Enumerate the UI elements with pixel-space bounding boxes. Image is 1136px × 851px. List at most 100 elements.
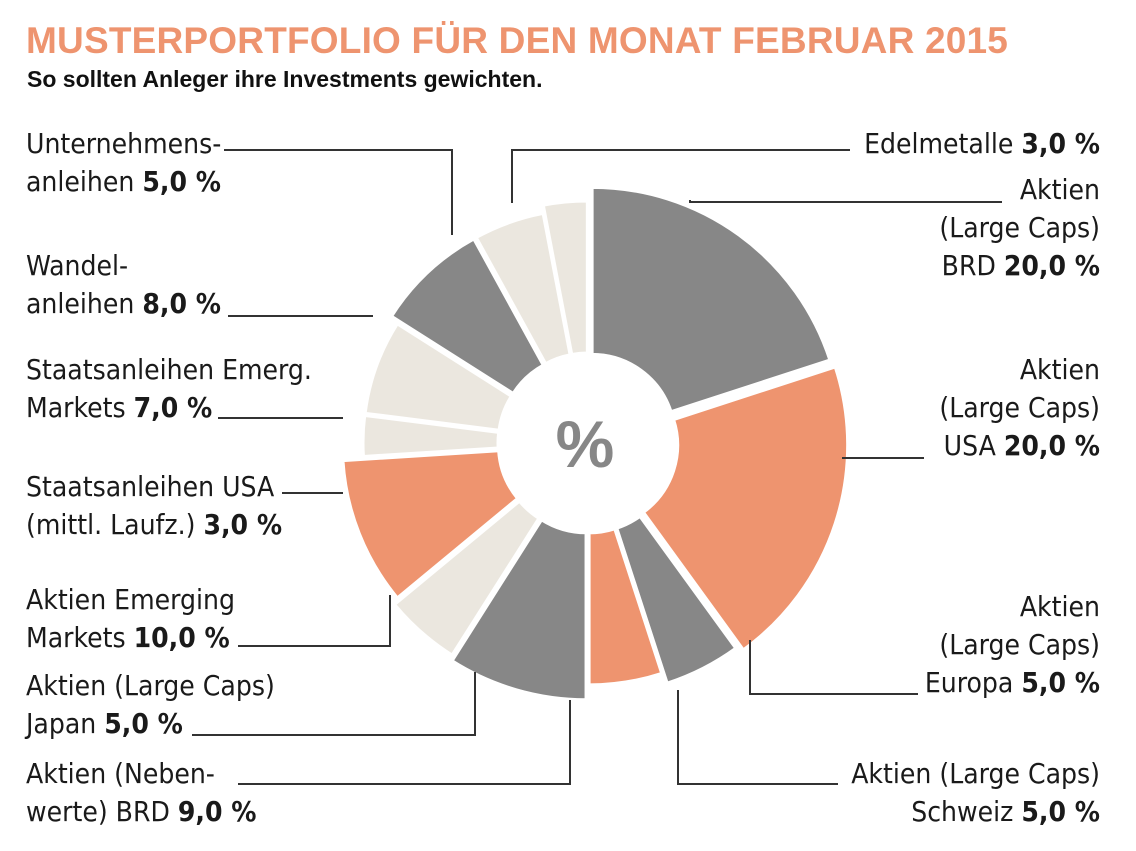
slice-value: 5,0 %	[104, 707, 183, 740]
slice-aktien-emerging-markets	[341, 449, 520, 601]
slice-label-text: Aktien Emerging	[26, 583, 235, 616]
slice-label-text: Markets	[26, 621, 126, 654]
slice-value: 9,0 %	[177, 795, 257, 828]
slice-label-text: anleihen	[26, 165, 135, 198]
slice-label-text: USA	[943, 429, 996, 462]
slice-label-text: Unternehmens-	[26, 127, 222, 160]
slice-label-line: werte) BRD 9,0 %	[26, 793, 256, 831]
leader-line	[238, 700, 571, 785]
slice-value: 8,0 %	[142, 287, 221, 320]
slice-label-line: Japan 5,0 %	[26, 705, 275, 743]
slice-label-text: Europa	[924, 666, 1014, 699]
slice-label-line: Aktien	[925, 588, 1100, 626]
slice-label-line: anleihen 8,0 %	[26, 285, 221, 323]
slice-label-text: werte) BRD	[26, 795, 170, 828]
slice-label-line: Wandel-	[26, 247, 221, 285]
slice-aktien-large-caps-japan	[392, 499, 541, 658]
slice-label-unternehmens-anleihen: Unternehmens-anleihen 5,0 %	[26, 125, 221, 201]
slice-label-line: (Large Caps)	[925, 626, 1100, 664]
leader-line	[224, 149, 453, 235]
slice-aktien-large-caps-europa	[614, 514, 738, 686]
slice-label-line: Staatsanleihen USA	[26, 468, 282, 506]
slice-label-text: Staatsanleihen USA	[26, 470, 275, 503]
donut-slices	[341, 185, 850, 702]
slice-aktien-large-caps-schweiz	[587, 526, 664, 687]
slice-value: 7,0 %	[133, 391, 213, 424]
slice-label-text: (Large Caps)	[939, 211, 1100, 244]
slice-label-line: anleihen 5,0 %	[26, 163, 221, 201]
slice-label-line: Staatsanleihen Emerg.	[26, 351, 312, 389]
slice-label-line: Aktien	[939, 171, 1100, 209]
slice-label-aktien-large-caps-europa: Aktien (Large Caps) Europa 5,0 %	[925, 588, 1100, 702]
slice-value: 20,0 %	[1003, 249, 1100, 282]
slice-value: 20,0 %	[1003, 429, 1100, 462]
slice-label-staatsanleihen-emerg-markets: Staatsanleihen Emerg. Markets 7,0 %	[26, 351, 312, 427]
slice-label-text: Aktien (Neben-	[26, 757, 215, 790]
slice-label-aktien-large-caps-usa: Aktien (Large Caps) USA 20,0 %	[939, 351, 1100, 465]
slice-label-line: (mittl. Laufz.) 3,0 %	[26, 506, 282, 544]
slice-label-text: BRD	[941, 249, 996, 282]
slice-label-text: Aktien (Large Caps)	[851, 757, 1100, 790]
slice-unternehmens-anleihen	[474, 211, 572, 366]
leader-line	[677, 690, 838, 785]
leader-line	[238, 595, 391, 647]
slice-label-text: Staatsanleihen Emerg.	[26, 353, 312, 386]
slice-label-wandel-anleihen: Wandel-anleihen 8,0 %	[26, 247, 221, 323]
slice-label-text: (Large Caps)	[939, 391, 1100, 424]
slice-label-line: Aktien Emerging	[26, 581, 235, 619]
slice-label-text: anleihen	[26, 287, 135, 320]
slice-label-text: Japan	[26, 707, 97, 740]
leader-line	[192, 672, 476, 736]
slice-label-text: Aktien (Large Caps)	[26, 669, 275, 702]
slice-staatsanleihen-emerg-markets	[363, 321, 514, 432]
leader-line	[749, 640, 918, 695]
slice-label-text: Edelmetalle	[864, 127, 1014, 160]
slice-value: 5,0 %	[142, 165, 221, 198]
slice-label-line: Europa 5,0 %	[925, 664, 1100, 702]
slice-label-text: Aktien	[1019, 173, 1100, 206]
slice-value: 5,0 %	[1021, 666, 1100, 699]
leader-line	[689, 200, 1002, 203]
slice-label-text: (mittl. Laufz.)	[26, 508, 196, 541]
slice-label-aktien-large-caps-brd: Aktien (Large Caps) BRD 20,0 %	[939, 171, 1100, 285]
slice-label-text: Wandel-	[26, 249, 129, 282]
slice-label-line: Markets 7,0 %	[26, 389, 312, 427]
slice-value: 3,0 %	[203, 508, 283, 541]
slice-label-edelmetalle: Edelmetalle 3,0 %	[864, 125, 1100, 163]
slice-label-line: Aktien	[939, 351, 1100, 389]
slice-value: 5,0 %	[1021, 795, 1100, 828]
slice-aktien-large-caps-brd	[590, 185, 832, 414]
slice-label-text: (Large Caps)	[939, 628, 1100, 661]
chart-title: MUSTERPORTFOLIO FÜR DEN MONAT FEBRUAR 20…	[26, 20, 1009, 61]
slice-aktien-large-caps-usa	[641, 365, 850, 652]
slice-label-line: Aktien (Large Caps)	[26, 667, 275, 705]
slice-label-aktien-large-caps-schweiz: Aktien (Large Caps) Schweiz 5,0 %	[851, 755, 1100, 831]
slice-label-line: Markets 10,0 %	[26, 619, 235, 657]
slice-label-line: Unternehmens-	[26, 125, 221, 163]
slice-label-line: Edelmetalle 3,0 %	[864, 125, 1100, 163]
center-percent-label: %	[556, 407, 615, 481]
slice-label-staatsanleihen-usa-mittl-laufz: Staatsanleihen USA (mittl. Laufz.) 3,0 %	[26, 468, 282, 544]
slice-label-aktien-neben-werte-brd: Aktien (Neben-werte) BRD 9,0 %	[26, 755, 256, 831]
slice-label-text: Aktien	[1019, 353, 1100, 386]
slice-value: 3,0 %	[1021, 127, 1100, 160]
slice-label-line: (Large Caps)	[939, 209, 1100, 247]
slice-aktien-neben-werte-brd	[450, 517, 588, 702]
slice-wandel-anleihen	[389, 236, 546, 396]
slice-value: 10,0 %	[133, 621, 230, 654]
slice-label-text: Markets	[26, 391, 126, 424]
slice-label-aktien-large-caps-japan: Aktien (Large Caps) Japan 5,0 %	[26, 667, 275, 743]
slice-label-line: USA 20,0 %	[939, 427, 1100, 465]
slice-edelmetalle	[541, 199, 589, 357]
slice-label-aktien-emerging-markets: Aktien Emerging Markets 10,0 %	[26, 581, 235, 657]
leader-line	[511, 149, 850, 203]
slice-staatsanleihen-usa-mittl-laufz	[361, 413, 501, 459]
leader-lines	[192, 149, 1002, 785]
slice-label-line: Schweiz 5,0 %	[851, 793, 1100, 831]
chart-subtitle: So sollten Anleger ihre Investments gewi…	[27, 66, 543, 92]
slice-label-text: Schweiz	[911, 795, 1014, 828]
slice-label-line: (Large Caps)	[939, 389, 1100, 427]
slice-label-line: Aktien (Neben-	[26, 755, 256, 793]
slice-label-line: BRD 20,0 %	[939, 247, 1100, 285]
